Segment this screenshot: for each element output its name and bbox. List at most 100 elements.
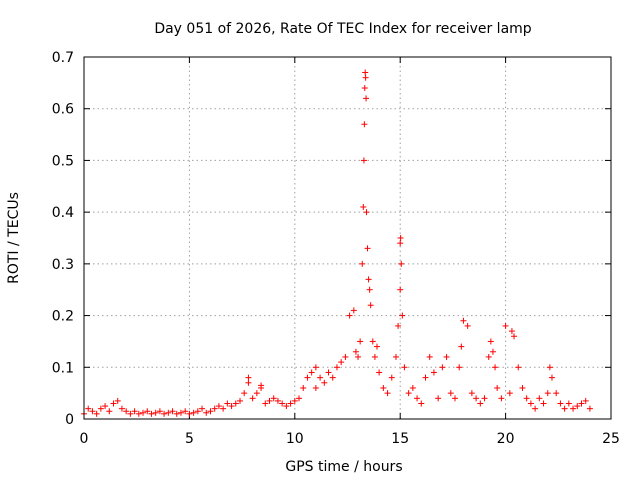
data-point	[397, 235, 404, 241]
data-point	[258, 382, 265, 389]
data-point	[114, 397, 121, 404]
data-point	[369, 338, 376, 345]
data-point	[355, 353, 362, 360]
data-point	[422, 374, 429, 381]
data-point	[405, 390, 412, 397]
data-point	[287, 400, 294, 407]
data-point	[544, 390, 551, 397]
data-point	[426, 353, 433, 360]
data-point	[561, 405, 568, 412]
data-point	[312, 364, 319, 371]
data-point	[498, 395, 505, 402]
data-point	[464, 322, 471, 329]
data-point	[532, 405, 539, 412]
data-point	[363, 209, 370, 216]
data-point	[241, 390, 248, 397]
data-point	[342, 353, 349, 360]
data-point	[515, 364, 522, 371]
data-point	[398, 260, 405, 267]
data-point	[169, 408, 176, 415]
data-point	[266, 397, 273, 404]
data-point	[362, 74, 369, 81]
data-point	[519, 384, 526, 391]
data-point	[186, 410, 193, 417]
data-point	[245, 374, 252, 381]
data-point	[102, 403, 109, 410]
data-point	[366, 286, 373, 293]
data-point	[414, 395, 421, 402]
data-point	[502, 322, 509, 329]
y-tick-label: 0.7	[52, 50, 74, 66]
data-point	[430, 369, 437, 376]
grid	[84, 57, 611, 419]
data-point	[89, 408, 96, 415]
data-point	[388, 374, 395, 381]
data-point	[203, 409, 210, 416]
data-point	[553, 390, 560, 397]
data-point	[346, 312, 353, 319]
data-point	[300, 384, 307, 391]
data-point	[123, 408, 130, 415]
data-point	[338, 359, 345, 366]
data-point	[443, 353, 450, 360]
data-point	[380, 384, 387, 391]
data-point	[540, 400, 547, 407]
data-point	[374, 343, 381, 350]
x-tick-label: 5	[185, 431, 194, 447]
data-point	[371, 353, 378, 360]
data-point	[397, 240, 404, 247]
data-point	[156, 408, 163, 415]
data-point	[392, 353, 399, 360]
data-point	[468, 390, 475, 397]
data-point	[165, 409, 172, 416]
data-point	[85, 405, 92, 412]
data-point	[360, 157, 367, 164]
data-point	[190, 409, 197, 416]
data-point	[296, 395, 303, 402]
y-tick-label: 0.5	[52, 153, 74, 169]
data-point	[118, 405, 125, 412]
data-point	[397, 286, 404, 293]
data-point	[489, 348, 496, 355]
data-point	[325, 369, 332, 376]
data-point	[367, 302, 374, 309]
data-points	[81, 69, 593, 417]
plot-frame	[83, 56, 612, 420]
data-point	[173, 410, 180, 417]
data-point	[435, 395, 442, 402]
data-point	[93, 410, 100, 417]
data-point	[447, 390, 454, 397]
data-point	[494, 384, 501, 391]
data-point	[565, 400, 572, 407]
y-tick-label: 0.1	[52, 360, 74, 376]
data-point	[456, 364, 463, 371]
data-point	[363, 95, 370, 102]
data-point	[182, 408, 189, 415]
chart-title: Day 051 of 2026, Rate Of TEC Index for r…	[154, 21, 531, 37]
data-point	[574, 403, 581, 410]
data-point	[582, 397, 589, 404]
x-tick-label: 0	[80, 431, 89, 447]
data-point	[460, 317, 467, 324]
data-point	[270, 395, 277, 402]
data-point	[376, 369, 383, 376]
data-point	[452, 395, 459, 402]
y-tick-label: 0.4	[52, 205, 74, 221]
data-point	[135, 410, 142, 417]
data-point	[401, 364, 408, 371]
axis-ticks: 0 5 10 15 20 25 0 0.1 0.2 0.3 0.4 0.5 0.6 0.7	[52, 50, 620, 447]
x-tick-label: 25	[602, 431, 620, 447]
data-point	[220, 405, 227, 412]
data-point	[321, 379, 328, 386]
data-point	[360, 203, 367, 210]
data-point	[304, 374, 311, 381]
data-point	[274, 397, 281, 404]
data-point	[199, 405, 206, 412]
y-axis-label: ROTI / TECUs	[6, 192, 22, 284]
x-tick-label: 20	[497, 431, 515, 447]
data-point	[481, 395, 488, 402]
data-point	[359, 260, 366, 267]
data-point	[228, 403, 235, 410]
data-point	[177, 409, 184, 416]
